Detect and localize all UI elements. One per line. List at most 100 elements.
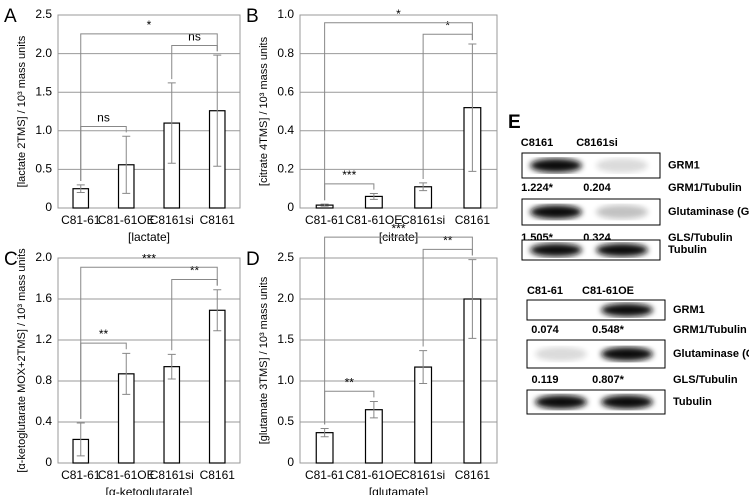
y-tick-label: 1.0 — [277, 7, 294, 21]
x-tick-label: C8161 — [200, 213, 236, 227]
error-bar — [167, 353, 176, 380]
y-axis-title: [α-ketoglutarate MOX+2TMS] / 10³ mass un… — [16, 248, 28, 473]
significance-label: *** — [391, 221, 405, 235]
y-tick-label: 0.4 — [35, 414, 52, 428]
x-tick-label: C81-61 — [305, 468, 345, 482]
x-tick-label: C8161si — [401, 213, 445, 227]
x-tick-label: C81-61OE — [98, 213, 155, 227]
error-bar — [213, 54, 222, 167]
y-tick-label: 2.0 — [277, 291, 294, 305]
x-tick-label: C8161 — [200, 468, 236, 482]
blot-band — [535, 395, 587, 409]
significance-bracket — [80, 266, 218, 419]
significance-label: *** — [142, 251, 156, 265]
row-name: GRM1 — [673, 304, 705, 316]
y-tick-label: 0.8 — [277, 46, 294, 60]
x-tick-label: C8161 — [455, 213, 491, 227]
error-bar — [468, 43, 477, 172]
y-tick-label: 0 — [287, 200, 294, 214]
error-bar — [468, 259, 477, 339]
y-tick-label: 2.0 — [35, 46, 52, 60]
ratio-value: 0.204 — [583, 182, 611, 194]
blot-band — [601, 303, 653, 317]
lane-header: C8161si — [576, 137, 618, 149]
y-tick-label: 0 — [287, 455, 294, 469]
blot-band — [596, 243, 648, 257]
bar — [163, 366, 181, 464]
significance-bracket — [80, 33, 218, 181]
ratio-label: GLS/Tubulin — [668, 232, 733, 244]
error-bar — [167, 82, 176, 164]
blot-band — [530, 158, 582, 173]
y-tick-label: 0.2 — [277, 162, 294, 176]
ratio-value: 0.548* — [592, 324, 625, 336]
x-axis-title: [lactate] — [128, 230, 170, 244]
panel-label: D — [246, 249, 260, 270]
lane-header: C81-61OE — [582, 285, 634, 297]
error-bar — [369, 193, 378, 200]
panel-label: E — [508, 112, 521, 133]
x-tick-label: C81-61 — [61, 468, 101, 482]
significance-label: ns — [97, 111, 110, 125]
x-tick-label: C81-61OE — [346, 468, 403, 482]
ratio-label: GRM1/Tubulin — [668, 182, 742, 194]
significance-label: * — [147, 18, 152, 32]
blot-band — [535, 347, 587, 361]
x-tick-label: C8161si — [401, 468, 445, 482]
error-bar — [122, 352, 131, 395]
error-bar — [122, 135, 131, 194]
error-bar — [419, 182, 428, 192]
y-tick-label: 0.6 — [277, 84, 294, 98]
y-tick-label: 1.6 — [35, 291, 52, 305]
error-bar — [320, 428, 329, 438]
y-axis-title: [lactate 2TMS] / 10³ mass units — [16, 35, 28, 187]
significance-label: ** — [99, 327, 109, 341]
blot-band — [601, 395, 653, 409]
lane-header: C8161 — [521, 137, 553, 149]
y-tick-label: 2.0 — [35, 250, 52, 264]
y-axis-title: [citrate 4TMS] / 10³ mass units — [258, 36, 270, 186]
y-tick-label: 0 — [45, 455, 52, 469]
significance-bracket — [171, 44, 218, 80]
y-tick-label: 0.4 — [277, 123, 294, 137]
bar — [208, 309, 226, 464]
y-tick-label: 1.0 — [35, 123, 52, 137]
ratio-label: GLS/Tubulin — [673, 374, 738, 386]
panel-label: A — [4, 6, 17, 27]
significance-bracket — [324, 22, 473, 201]
y-axis-title: [glutamate 3TMS] / 10³ mass units — [258, 276, 270, 444]
x-tick-label: C8161si — [150, 468, 194, 482]
significance-label: * — [396, 7, 401, 21]
error-bar — [320, 203, 329, 207]
ratio-value: 0.074 — [531, 324, 559, 336]
ratio-label: GRM1/Tubulin — [673, 324, 747, 336]
error-bar — [369, 401, 378, 419]
error-bar — [419, 350, 428, 384]
ratio-value: 1.224* — [521, 182, 554, 194]
error-bar — [76, 422, 85, 457]
significance-label: ** — [443, 234, 453, 248]
y-tick-label: 0.5 — [277, 414, 294, 428]
row-name: Tubulin — [673, 396, 712, 408]
row-name: Glutaminase (GLS) — [668, 206, 749, 218]
x-tick-label: C81-61OE — [98, 468, 155, 482]
significance-label: ns — [188, 30, 201, 44]
blot-band — [601, 347, 653, 361]
x-tick-label: C81-61OE — [346, 213, 403, 227]
y-tick-label: 1.2 — [35, 332, 52, 346]
row-name: GRM1 — [668, 159, 700, 171]
row-name: Glutaminase (GLS) — [673, 348, 749, 360]
y-tick-label: 0.8 — [35, 373, 52, 387]
y-tick-label: 1.0 — [277, 373, 294, 387]
significance-label: ** — [345, 375, 355, 389]
ratio-value: 0.119 — [532, 374, 559, 386]
y-tick-label: 1.5 — [277, 332, 294, 346]
error-bar — [213, 289, 222, 332]
lane-header: C81-61 — [527, 285, 563, 297]
x-tick-label: C8161si — [150, 213, 194, 227]
row-name: Tubulin — [668, 244, 707, 256]
y-tick-label: 2.5 — [277, 250, 294, 264]
x-axis-title: [α-ketoglutarate] — [106, 485, 193, 495]
blot-band — [596, 158, 648, 173]
